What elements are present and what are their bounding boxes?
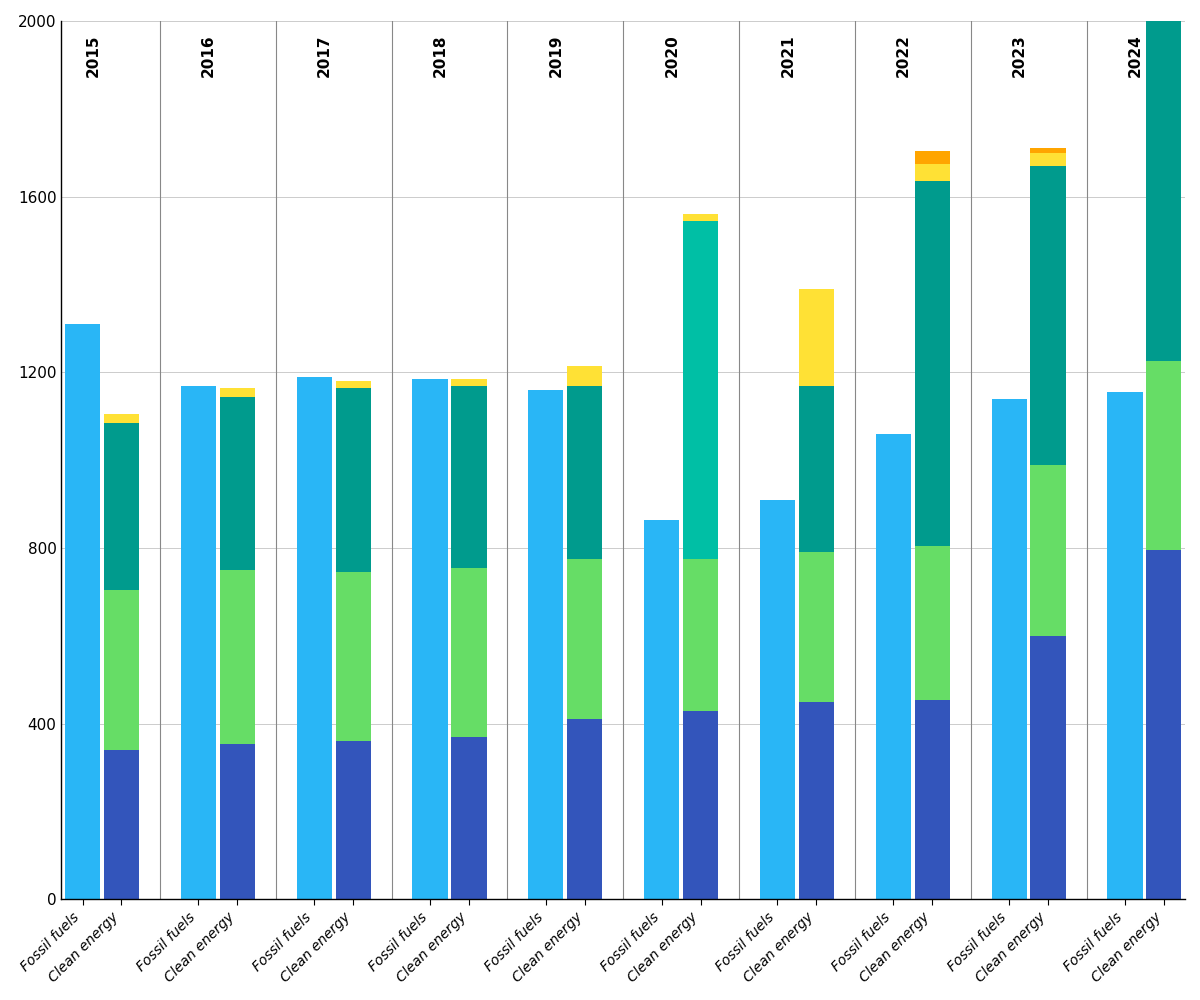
Bar bbox=[1031, 166, 1066, 465]
Bar bbox=[683, 221, 718, 559]
Bar bbox=[528, 390, 564, 899]
Bar bbox=[914, 164, 950, 181]
Bar bbox=[336, 572, 371, 741]
Bar bbox=[568, 559, 602, 719]
Bar bbox=[1031, 148, 1066, 153]
Bar bbox=[220, 744, 254, 899]
Bar bbox=[760, 500, 796, 899]
Bar bbox=[991, 399, 1027, 899]
Text: 2019: 2019 bbox=[548, 34, 564, 77]
Bar bbox=[568, 366, 602, 386]
Bar bbox=[1146, 0, 1182, 361]
Text: 2015: 2015 bbox=[85, 34, 101, 77]
Bar bbox=[1031, 465, 1066, 636]
Bar bbox=[683, 559, 718, 711]
Bar bbox=[568, 719, 602, 899]
Bar bbox=[220, 570, 254, 744]
Text: 2018: 2018 bbox=[433, 34, 448, 77]
Text: 2021: 2021 bbox=[780, 34, 796, 77]
Bar bbox=[1146, 550, 1182, 899]
Text: 2016: 2016 bbox=[202, 34, 216, 77]
Text: 2017: 2017 bbox=[317, 34, 332, 77]
Text: 2020: 2020 bbox=[665, 34, 679, 77]
Bar bbox=[413, 379, 448, 899]
Bar bbox=[181, 386, 216, 899]
Bar bbox=[1146, 361, 1182, 550]
Bar bbox=[104, 590, 139, 750]
Bar bbox=[451, 568, 486, 737]
Bar bbox=[104, 414, 139, 423]
Text: 2022: 2022 bbox=[896, 34, 911, 77]
Bar bbox=[914, 700, 950, 899]
Bar bbox=[1031, 636, 1066, 899]
Bar bbox=[914, 546, 950, 700]
Bar bbox=[451, 737, 486, 899]
Bar bbox=[683, 711, 718, 899]
Bar bbox=[568, 386, 602, 559]
Text: 2023: 2023 bbox=[1012, 34, 1027, 77]
Bar bbox=[876, 434, 911, 899]
Bar bbox=[644, 520, 679, 899]
Bar bbox=[104, 423, 139, 590]
Bar bbox=[799, 289, 834, 386]
Bar bbox=[799, 702, 834, 899]
Bar bbox=[683, 214, 718, 221]
Bar bbox=[799, 386, 834, 552]
Bar bbox=[104, 750, 139, 899]
Bar bbox=[336, 381, 371, 388]
Text: 2024: 2024 bbox=[1128, 34, 1142, 77]
Bar bbox=[296, 377, 331, 899]
Bar bbox=[451, 379, 486, 386]
Bar bbox=[1108, 392, 1142, 899]
Bar bbox=[914, 151, 950, 164]
Bar bbox=[220, 397, 254, 570]
Bar bbox=[336, 741, 371, 899]
Bar bbox=[65, 324, 100, 899]
Bar bbox=[220, 388, 254, 397]
Bar bbox=[336, 388, 371, 572]
Bar bbox=[451, 386, 486, 568]
Bar bbox=[1031, 153, 1066, 166]
Bar bbox=[799, 552, 834, 702]
Bar bbox=[914, 181, 950, 546]
